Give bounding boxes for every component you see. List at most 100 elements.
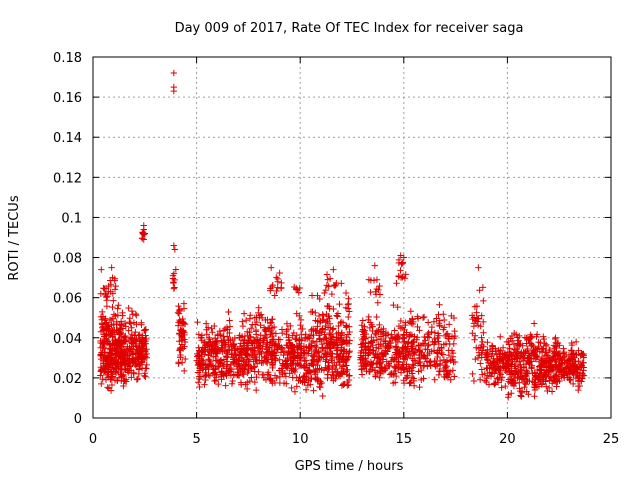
- data-point: [219, 359, 226, 367]
- data-point: [308, 352, 315, 359]
- data-point: [302, 334, 309, 341]
- data-point: [228, 380, 236, 387]
- data-point: [269, 350, 276, 357]
- data-point: [441, 316, 448, 324]
- data-point: [451, 373, 458, 380]
- data-point: [547, 362, 554, 369]
- data-point: [212, 369, 219, 376]
- data-point: [358, 371, 366, 378]
- data-point: [358, 366, 365, 373]
- data-point: [134, 347, 141, 355]
- data-point: [325, 359, 332, 366]
- data-point: [175, 310, 183, 317]
- data-point: [293, 310, 300, 317]
- data-point: [567, 376, 574, 384]
- data-point: [308, 292, 316, 299]
- data-point: [269, 332, 276, 340]
- data-point: [107, 375, 115, 383]
- data-point: [241, 337, 248, 344]
- data-point: [580, 367, 587, 374]
- data-point: [267, 287, 274, 294]
- data-point: [114, 305, 121, 312]
- data-point: [552, 362, 559, 370]
- data-point: [505, 341, 513, 348]
- data-point: [559, 355, 566, 363]
- data-point: [115, 374, 123, 381]
- data-point: [443, 372, 450, 380]
- data-point: [312, 366, 319, 373]
- data-point: [139, 235, 146, 242]
- data-point: [477, 323, 484, 330]
- data-point: [371, 367, 379, 374]
- data-point: [297, 325, 305, 333]
- data-point: [132, 340, 139, 348]
- y-tick-label: 0.04: [53, 332, 82, 347]
- data-point: [335, 371, 342, 379]
- x-tick-label: 5: [192, 432, 200, 447]
- data-point: [570, 349, 577, 357]
- data-point: [414, 334, 421, 341]
- y-tick-label: 0.16: [53, 91, 82, 106]
- data-point: [109, 315, 117, 322]
- data-point: [108, 367, 115, 375]
- data-point: [546, 346, 554, 354]
- data-point: [289, 360, 296, 367]
- data-point: [342, 289, 350, 297]
- data-point: [243, 385, 251, 393]
- data-point: [474, 315, 482, 322]
- data-point: [510, 382, 518, 390]
- data-point: [115, 363, 123, 370]
- data-point: [244, 379, 251, 386]
- data-point: [516, 341, 523, 348]
- data-point: [314, 292, 321, 299]
- data-point: [319, 311, 326, 318]
- data-point: [408, 370, 416, 377]
- data-point: [516, 385, 523, 392]
- data-point: [551, 349, 559, 356]
- data-point: [301, 349, 308, 356]
- data-point: [386, 344, 393, 352]
- data-point: [448, 356, 456, 364]
- data-point: [310, 348, 318, 356]
- data-point: [548, 388, 556, 395]
- chart-title: Day 009 of 2017, Rate Of TEC Index for r…: [175, 21, 524, 36]
- data-point: [261, 327, 269, 335]
- data-point: [575, 386, 582, 394]
- data-point: [434, 334, 441, 342]
- data-point: [324, 348, 331, 356]
- data-point: [394, 333, 401, 340]
- data-point: [113, 350, 121, 357]
- data-point: [278, 365, 285, 372]
- data-point: [266, 320, 274, 327]
- data-point: [578, 378, 585, 385]
- data-point: [450, 314, 458, 322]
- data-point: [129, 351, 137, 358]
- data-point: [233, 363, 241, 370]
- data-point: [215, 380, 222, 388]
- data-point: [308, 375, 315, 382]
- data-point: [358, 344, 366, 351]
- data-point: [524, 345, 531, 353]
- data-point: [310, 387, 317, 394]
- data-point: [339, 338, 347, 346]
- data-point: [141, 340, 148, 347]
- data-point: [383, 358, 390, 365]
- data-point: [242, 352, 250, 359]
- data-point: [394, 303, 401, 311]
- data-point: [322, 322, 329, 330]
- data-point: [195, 352, 203, 359]
- data-point: [224, 346, 232, 354]
- data-point: [253, 360, 261, 367]
- data-point: [442, 340, 450, 347]
- data-point: [319, 312, 327, 319]
- data-point: [419, 314, 427, 321]
- data-point: [530, 379, 538, 386]
- data-point: [143, 361, 150, 369]
- data-point: [572, 338, 580, 346]
- data-point: [132, 354, 140, 362]
- data-point: [247, 312, 254, 319]
- data-point: [550, 353, 557, 360]
- data-point: [251, 378, 259, 386]
